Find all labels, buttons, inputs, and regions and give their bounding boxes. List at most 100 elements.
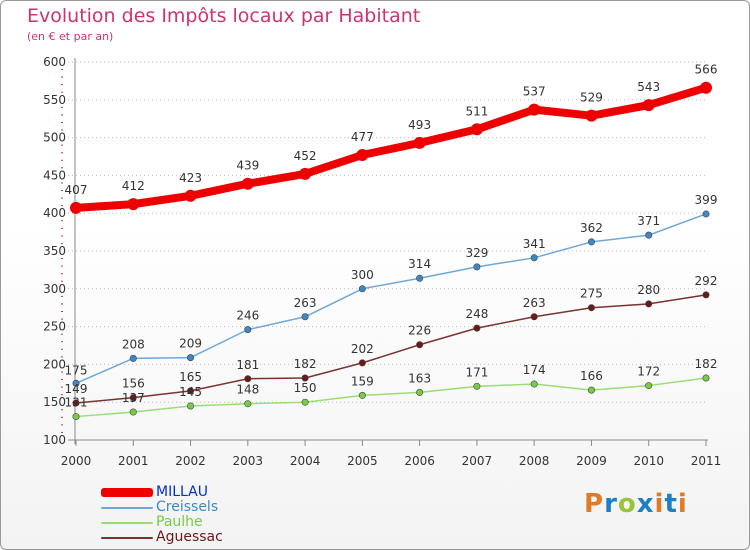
x-tick-label-2000: 2000 bbox=[61, 454, 92, 468]
data-label-millau-2010: 543 bbox=[637, 80, 660, 94]
legend-swatch bbox=[101, 507, 153, 509]
logo-letter: x bbox=[636, 489, 655, 519]
data-label-millau-2011: 566 bbox=[695, 63, 718, 77]
data-point-millau-2004 bbox=[299, 167, 312, 180]
logo-letter: o bbox=[617, 489, 637, 519]
y-tick-label-150: 150 bbox=[43, 395, 66, 409]
data-label-paulhe-2008: 174 bbox=[523, 363, 546, 377]
data-point-paulhe-2004 bbox=[301, 398, 309, 406]
legend-label: Creissels bbox=[156, 499, 219, 515]
data-point-paulhe-2003 bbox=[244, 400, 252, 408]
data-point-aguessac-2011 bbox=[702, 291, 710, 299]
data-point-creissels-2003 bbox=[244, 326, 252, 334]
x-tick-label-2005: 2005 bbox=[347, 454, 378, 468]
data-label-aguessac-2007: 248 bbox=[465, 307, 488, 321]
data-point-aguessac-2002 bbox=[187, 387, 195, 395]
logo-letter: i bbox=[654, 489, 665, 519]
data-point-aguessac-2009 bbox=[587, 304, 595, 312]
data-label-paulhe-2011: 182 bbox=[695, 357, 718, 371]
data-point-aguessac-2006 bbox=[416, 341, 424, 349]
data-point-millau-2006 bbox=[413, 136, 426, 149]
data-label-aguessac-2008: 263 bbox=[523, 296, 546, 310]
legend-swatch bbox=[101, 488, 153, 497]
data-point-creissels-2008 bbox=[530, 254, 538, 262]
y-tick-label-200: 200 bbox=[43, 357, 66, 371]
x-tick-label-2010: 2010 bbox=[633, 454, 664, 468]
data-label-millau-2000: 407 bbox=[65, 183, 88, 197]
data-label-millau-2002: 423 bbox=[179, 171, 202, 185]
data-label-aguessac-2001: 156 bbox=[122, 377, 145, 391]
data-label-aguessac-2006: 226 bbox=[408, 324, 431, 338]
data-point-paulhe-2001 bbox=[129, 408, 137, 416]
data-point-millau-2000 bbox=[70, 201, 82, 214]
data-label-paulhe-2004: 150 bbox=[294, 381, 317, 395]
y-tick-label-350: 350 bbox=[43, 244, 66, 258]
chart-subtitle: (en € et par an) bbox=[27, 30, 114, 43]
series-line-aguessac bbox=[75, 294, 707, 404]
data-point-aguessac-2004 bbox=[301, 374, 309, 382]
data-point-creissels-2002 bbox=[187, 354, 195, 362]
data-label-paulhe-2000: 131 bbox=[65, 396, 88, 410]
data-label-paulhe-2003: 148 bbox=[236, 383, 259, 397]
data-point-aguessac-2010 bbox=[645, 300, 653, 308]
y-tick-label-400: 400 bbox=[43, 206, 66, 220]
data-label-aguessac-2002: 165 bbox=[179, 370, 202, 384]
data-label-aguessac-2010: 280 bbox=[637, 283, 660, 297]
data-point-aguessac-2001 bbox=[129, 394, 137, 402]
x-tick-label-2004: 2004 bbox=[290, 454, 321, 468]
logo-letter: r bbox=[604, 489, 618, 519]
legend-label: Aguessac bbox=[156, 529, 223, 545]
data-point-creissels-2004 bbox=[301, 313, 309, 321]
data-point-aguessac-2005 bbox=[358, 359, 366, 367]
data-point-millau-2003 bbox=[241, 177, 254, 190]
data-point-millau-2011 bbox=[700, 81, 712, 94]
x-tick-label-2007: 2007 bbox=[462, 454, 493, 468]
logo-letter: i bbox=[677, 489, 688, 519]
x-tick-label-2002: 2002 bbox=[175, 454, 206, 468]
data-label-creissels-2007: 329 bbox=[465, 246, 488, 260]
data-label-millau-2009: 529 bbox=[580, 91, 603, 105]
data-point-paulhe-2002 bbox=[187, 402, 195, 410]
data-label-creissels-2005: 300 bbox=[351, 268, 374, 282]
data-label-millau-2006: 493 bbox=[408, 118, 431, 132]
y-tick-label-600: 600 bbox=[43, 55, 66, 69]
data-point-paulhe-2007 bbox=[473, 382, 481, 390]
data-point-aguessac-2007 bbox=[473, 324, 481, 332]
data-point-millau-2007 bbox=[470, 123, 483, 136]
data-point-millau-2010 bbox=[642, 99, 655, 112]
data-label-millau-2001: 412 bbox=[122, 179, 145, 193]
data-point-millau-2002 bbox=[184, 189, 197, 202]
data-point-millau-2009 bbox=[585, 109, 598, 122]
series-line-creissels bbox=[75, 213, 707, 385]
data-label-creissels-2000: 175 bbox=[65, 363, 88, 377]
legend-swatch bbox=[101, 537, 153, 539]
data-point-paulhe-2008 bbox=[530, 380, 538, 388]
data-label-creissels-2002: 209 bbox=[179, 337, 202, 351]
y-tick-label-500: 500 bbox=[43, 131, 66, 145]
data-point-paulhe-2009 bbox=[587, 386, 595, 394]
data-label-aguessac-2003: 181 bbox=[236, 358, 259, 372]
y-tick-label-550: 550 bbox=[43, 93, 66, 107]
data-point-aguessac-2000 bbox=[72, 399, 80, 407]
data-point-creissels-2010 bbox=[645, 231, 653, 239]
data-label-millau-2004: 452 bbox=[294, 149, 317, 163]
data-label-creissels-2006: 314 bbox=[408, 257, 431, 271]
x-tick-label-2008: 2008 bbox=[519, 454, 550, 468]
x-tick-label-2001: 2001 bbox=[118, 454, 149, 468]
series-line-paulhe bbox=[75, 377, 707, 418]
data-point-paulhe-2010 bbox=[645, 382, 653, 390]
data-label-paulhe-2002: 145 bbox=[179, 385, 202, 399]
data-label-aguessac-2011: 292 bbox=[695, 274, 718, 288]
data-label-aguessac-2009: 275 bbox=[580, 287, 603, 301]
data-point-creissels-2007 bbox=[473, 263, 481, 271]
data-label-creissels-2003: 246 bbox=[236, 309, 259, 323]
x-tick-label-2011: 2011 bbox=[691, 454, 722, 468]
data-point-paulhe-2000 bbox=[72, 413, 80, 421]
series-line-millau bbox=[72, 83, 710, 212]
y-tick-label-100: 100 bbox=[43, 433, 66, 447]
data-label-creissels-2011: 399 bbox=[695, 193, 718, 207]
y-tick-label-250: 250 bbox=[43, 320, 66, 334]
data-label-millau-2003: 439 bbox=[236, 159, 259, 173]
data-label-creissels-2001: 208 bbox=[122, 337, 145, 351]
